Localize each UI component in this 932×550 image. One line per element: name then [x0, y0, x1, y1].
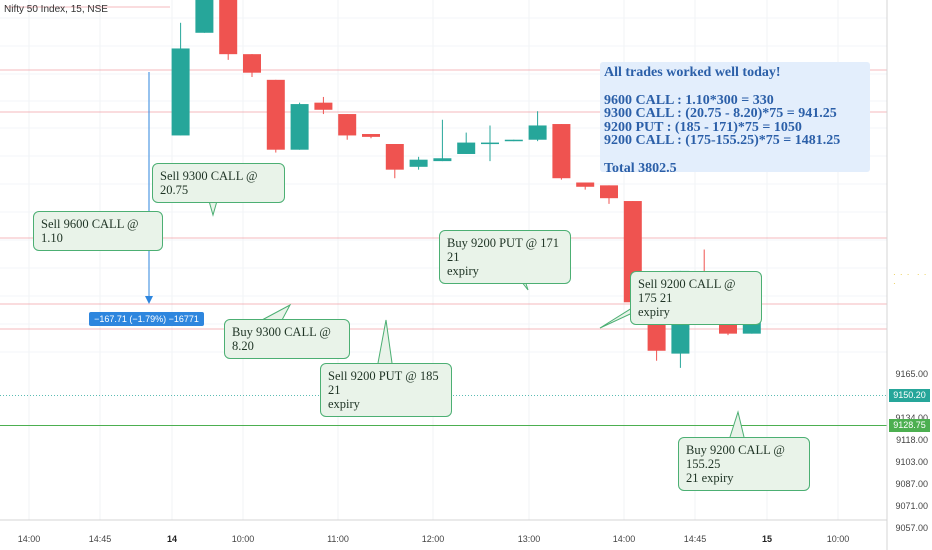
summary-total: Total 3802.5: [604, 160, 677, 176]
candle-up: [504, 139, 523, 142]
candle-down: [338, 114, 357, 136]
summary-line: 9300 CALL : (20.75 - 8.20)*75 = 941.25: [604, 106, 837, 121]
trade-summary-box[interactable]: All trades worked well today! 9600 CALL …: [600, 62, 870, 175]
candle-up: [481, 142, 499, 145]
candle-down: [219, 0, 238, 55]
price-tick: 9103.00: [895, 457, 928, 467]
time-tick-day: 15: [761, 534, 773, 544]
candle-down: [600, 185, 618, 199]
callout-buy-9300-call[interactable]: Buy 9300 CALL @ 8.20: [224, 319, 350, 359]
price-tick: 9071.00: [895, 501, 928, 511]
price-axis-marker: · · · · · ·: [893, 270, 928, 288]
current-price-badge: 9128.75: [889, 419, 930, 432]
price-tick: 9087.00: [895, 479, 928, 489]
time-tick: 10:00: [826, 534, 850, 544]
chart-symbol-title: Nifty 50 Index, 15, NSE: [4, 4, 108, 15]
last-price-badge: 9150.20: [889, 389, 930, 402]
candle-down: [552, 124, 571, 179]
candle-down: [266, 79, 285, 150]
candle-up: [290, 104, 309, 150]
candle-down: [576, 182, 595, 187]
candle-up: [433, 158, 452, 162]
time-tick: 14:00: [612, 534, 636, 544]
callout-sell-9600-call[interactable]: Sell 9600 CALL @ 1.10: [33, 211, 163, 251]
price-tick: 9134.00: [895, 413, 928, 423]
summary-line: 9600 CALL : 1.10*300 = 330: [604, 92, 774, 108]
time-tick: 14:45: [683, 534, 707, 544]
callout-pointer: [377, 319, 393, 364]
callout-sell-9300-call[interactable]: Sell 9300 CALL @ 20.75: [152, 163, 285, 203]
candle-up: [457, 142, 476, 154]
time-tick: 11:00: [327, 534, 349, 544]
summary-line: 9200 CALL : (175-155.25)*75 = 1481.25: [604, 133, 841, 148]
candle-down: [314, 102, 333, 110]
candle-up: [195, 0, 214, 33]
callout-sell-9200-put[interactable]: Sell 9200 PUT @ 185 21 expiry: [320, 363, 452, 417]
measure-arrowhead: [145, 296, 153, 304]
candle-up: [528, 125, 547, 140]
callout-pointer: [729, 410, 745, 438]
callout-pointer: [261, 303, 292, 321]
price-tick: 9057.00: [895, 523, 928, 533]
time-tick: 13:00: [517, 534, 541, 544]
price-tick: 9165.00: [895, 369, 928, 379]
candle-down: [362, 134, 380, 137]
price-tick: 9118.00: [896, 435, 928, 445]
candle-up: [171, 48, 190, 136]
callout-sell-9200-call[interactable]: Sell 9200 CALL @ 175 21 expiry: [630, 271, 762, 325]
time-tick: 14:45: [88, 534, 112, 544]
candle-down: [385, 144, 404, 170]
summary-line: 9200 PUT : (185 - 171)*75 = 1050: [604, 119, 802, 135]
candle-down: [243, 54, 261, 73]
callout-buy-9200-call[interactable]: Buy 9200 CALL @ 155.25 21 expiry: [678, 437, 810, 491]
time-tick-day: 14: [166, 534, 178, 544]
price-range-measure-label[interactable]: −167.71 (−1.79%) −16771: [89, 312, 204, 326]
time-tick: 14:00: [17, 534, 41, 544]
candle-up: [409, 159, 428, 167]
summary-title: All trades worked well today!: [604, 65, 781, 80]
time-tick: 10:00: [231, 534, 255, 544]
time-tick: 12:00: [421, 534, 445, 544]
callout-buy-9200-put[interactable]: Buy 9200 PUT @ 171 21 expiry: [439, 230, 571, 284]
